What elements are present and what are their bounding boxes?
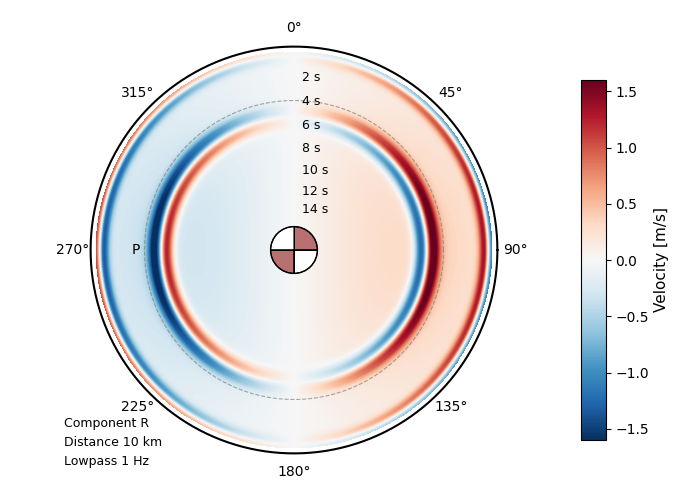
Wedge shape [294, 226, 317, 250]
Text: Component R
Distance 10 km
Lowpass 1 Hz: Component R Distance 10 km Lowpass 1 Hz [64, 417, 162, 468]
Text: 2 s: 2 s [302, 70, 321, 84]
Text: 4 s: 4 s [302, 95, 321, 108]
Text: 225°: 225° [120, 400, 154, 414]
Text: 45°: 45° [438, 86, 463, 100]
Text: 14 s: 14 s [302, 203, 328, 216]
Text: 6 s: 6 s [302, 120, 321, 132]
Text: 12 s: 12 s [302, 184, 328, 198]
Text: 8 s: 8 s [302, 142, 321, 155]
Y-axis label: Velocity [m/s]: Velocity [m/s] [654, 208, 669, 312]
Text: 0°: 0° [286, 22, 302, 36]
Wedge shape [271, 226, 294, 250]
Text: 315°: 315° [120, 86, 154, 100]
Wedge shape [271, 250, 294, 274]
Text: 10 s: 10 s [302, 164, 328, 177]
Text: 270°: 270° [56, 243, 89, 257]
Text: 135°: 135° [434, 400, 468, 414]
Text: 90°: 90° [503, 243, 528, 257]
Text: P: P [132, 243, 141, 257]
Text: 180°: 180° [277, 464, 311, 478]
Wedge shape [294, 250, 317, 274]
